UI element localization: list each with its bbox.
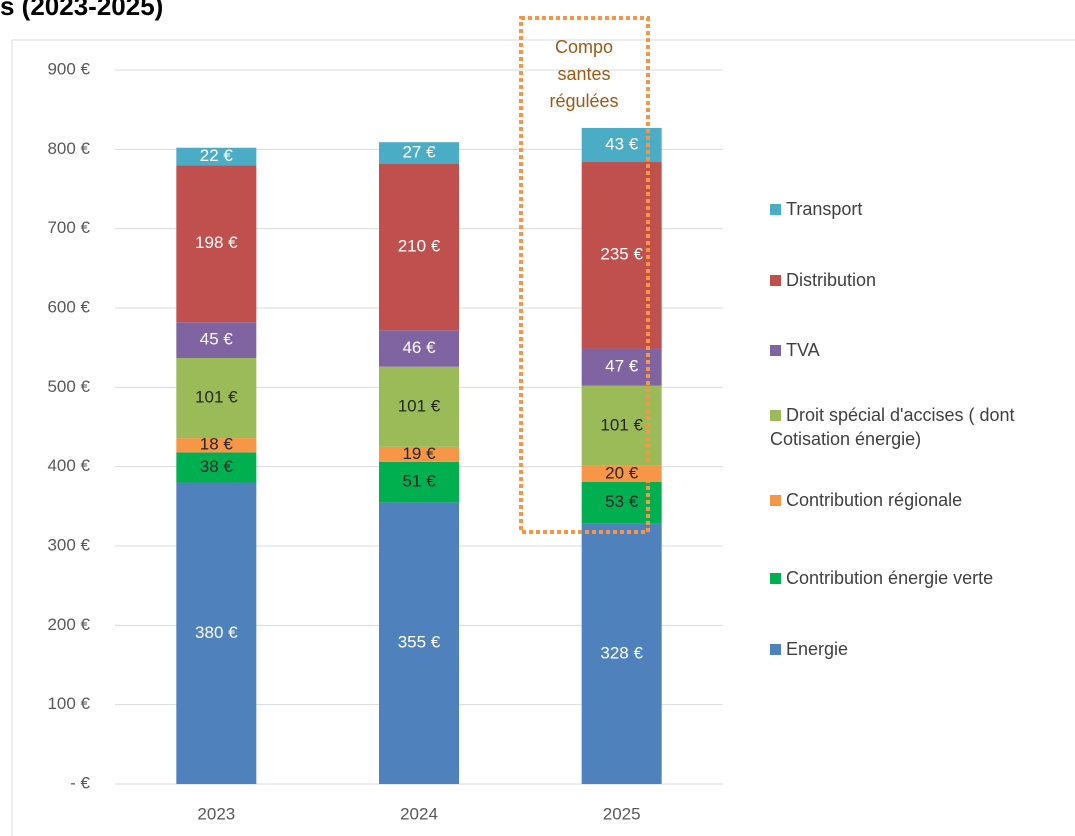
y-tick-label: - €	[70, 773, 90, 792]
y-tick-label: 100 €	[47, 694, 90, 713]
bar-segment	[379, 461, 459, 503]
data-label: 198 €	[195, 233, 238, 252]
bar-segment	[176, 482, 257, 784]
y-tick-label: 400 €	[47, 456, 90, 475]
bar-segment	[379, 446, 459, 462]
data-label: 46 €	[402, 338, 436, 357]
chart-title: s (2023-2025)	[0, 0, 163, 21]
bar-segment	[379, 502, 459, 784]
bar-segment	[379, 366, 459, 447]
data-label: 38 €	[200, 457, 234, 476]
bar-segment	[379, 163, 459, 331]
data-label: 43 €	[605, 134, 639, 153]
bar-segment	[176, 438, 257, 453]
legend-item: Droit spécial d'accises ( dont Cotisatio…	[770, 403, 1070, 451]
legend-label: TVA	[786, 340, 820, 360]
annotation-text: santes	[557, 64, 610, 84]
data-label: 235 €	[600, 245, 643, 264]
data-label: 328 €	[600, 643, 643, 662]
x-tick-label: 2025	[603, 804, 641, 823]
legend-swatch	[770, 573, 781, 584]
legend-swatch	[770, 495, 781, 506]
data-label: 101 €	[600, 415, 643, 434]
bar-segment	[176, 165, 257, 323]
annotation-text: régulées	[549, 91, 618, 111]
bar-segment	[379, 142, 459, 164]
y-tick-label: 500 €	[47, 377, 90, 396]
data-label: 20 €	[605, 463, 639, 482]
legend-label: Transport	[786, 199, 863, 219]
y-tick-label: 600 €	[47, 297, 90, 316]
data-label: 51 €	[402, 472, 436, 491]
data-label: 101 €	[195, 388, 238, 407]
legend-swatch	[770, 644, 781, 655]
legend-swatch	[770, 345, 781, 356]
data-label: 19 €	[402, 444, 436, 463]
legend-item: Contribution énergie verte	[770, 566, 1070, 590]
legend-swatch	[770, 410, 781, 421]
data-label: 27 €	[402, 142, 436, 161]
bar-segment	[379, 330, 459, 367]
y-tick-label: 800 €	[47, 139, 90, 158]
y-tick-label: 900 €	[47, 59, 90, 78]
bar-segment	[176, 452, 257, 483]
data-label: 380 €	[195, 623, 238, 642]
data-label: 355 €	[398, 633, 441, 652]
data-label: 22 €	[200, 146, 234, 165]
data-label: 47 €	[605, 357, 639, 376]
data-label: 53 €	[605, 492, 639, 511]
bar-segment	[581, 523, 662, 784]
legend-swatch	[770, 204, 781, 215]
annotation-box	[519, 16, 650, 534]
bar-segment	[176, 357, 257, 439]
data-label: 101 €	[398, 396, 441, 415]
y-tick-label: 200 €	[47, 615, 90, 634]
data-label: 210 €	[398, 236, 441, 255]
legend-label: Contribution régionale	[786, 490, 963, 510]
legend-item: TVA	[770, 338, 1070, 362]
legend-item: Transport	[770, 197, 1070, 221]
legend-swatch	[770, 275, 781, 286]
bar-segment	[176, 322, 257, 358]
legend-label: Distribution	[786, 270, 877, 290]
data-label: 18 €	[200, 435, 234, 454]
annotation-text: Compo	[555, 37, 613, 57]
legend-label: Droit spécial d'accises ( dont Cotisatio…	[770, 405, 1015, 449]
bar-segment	[176, 147, 257, 166]
legend-item: Distribution	[770, 268, 1070, 292]
legend-label: Contribution énergie verte	[786, 568, 994, 588]
legend-item: Energie	[770, 637, 1070, 661]
y-tick-label: 300 €	[47, 535, 90, 554]
legend-label: Energie	[786, 639, 849, 659]
x-tick-label: 2023	[197, 804, 235, 823]
y-tick-label: 700 €	[47, 218, 90, 237]
data-label: 45 €	[200, 330, 234, 349]
bar-segment	[581, 465, 662, 482]
legend-item: Contribution régionale	[770, 488, 1070, 512]
x-tick-label: 2024	[400, 804, 438, 823]
